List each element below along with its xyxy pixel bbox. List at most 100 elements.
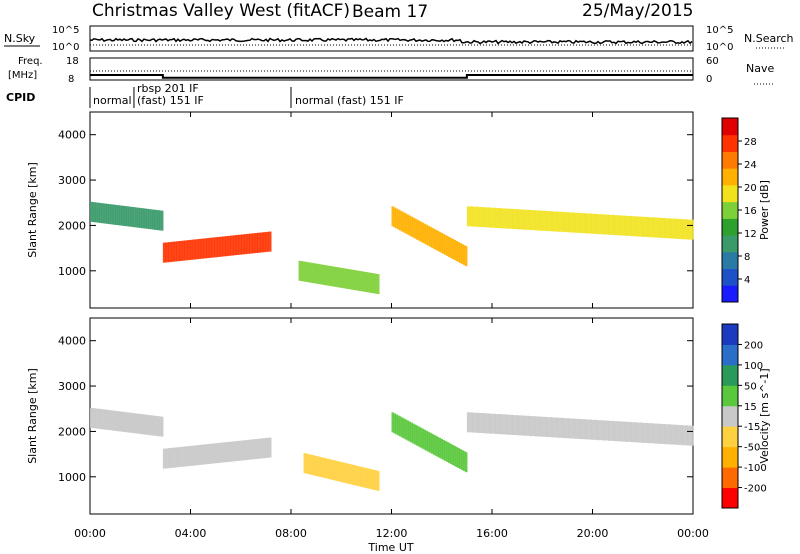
scatter-cell: [211, 237, 215, 258]
scatter-cell: [111, 204, 115, 225]
scatter-cell: [144, 208, 148, 229]
scatter-cell: [197, 238, 202, 259]
scatter-cell: [184, 240, 188, 261]
scatter-cell: [350, 269, 354, 290]
scatter-cell: [495, 208, 502, 229]
scatter-cell: [187, 446, 191, 467]
scatter-cell: [257, 438, 261, 459]
scatter-cell: [619, 215, 626, 236]
scatter-cell: [438, 231, 442, 252]
scatter-cell: [619, 421, 626, 442]
scatter-cell: [115, 204, 118, 225]
scatter-cell: [137, 413, 140, 434]
nsky-panel: [89, 25, 694, 52]
scatter-cell: [326, 265, 330, 286]
scatter-cell: [148, 209, 151, 230]
nave-tick-top: 60: [706, 56, 719, 67]
scatter-cell: [659, 423, 666, 444]
cpid-segment-label: normal (fast) 151 IF: [295, 94, 404, 107]
scatter-cell: [425, 430, 428, 451]
scatter-cell: [425, 224, 428, 245]
scatter-cell: [453, 240, 457, 261]
scatter-cell: [241, 440, 245, 461]
scatter-cell: [391, 412, 394, 433]
scatter-cell: [133, 413, 137, 434]
scatter-cell: [393, 207, 396, 228]
scatter-cell: [523, 415, 530, 436]
nsearch-tick-bottom: 10^0: [706, 42, 733, 53]
scatter-cell: [647, 423, 655, 444]
velocity-yticks: 1000 2000 3000 4000: [58, 335, 693, 484]
scatter-cell: [647, 217, 655, 238]
scatter-cell: [579, 419, 587, 440]
scatter-cell: [150, 209, 153, 230]
scatter-cell: [159, 416, 162, 437]
scatter-cell: [457, 242, 460, 263]
scatter-cell: [436, 230, 440, 251]
colorbar-swatch: [722, 168, 738, 186]
scatter-cell: [374, 273, 378, 294]
colorbar-tick-label: -200: [744, 484, 767, 495]
scatter-cell: [457, 448, 460, 469]
scatter-cell: [459, 449, 462, 470]
scatter-cell: [367, 468, 371, 489]
scatter-cell: [423, 429, 427, 450]
scatter-cell: [613, 215, 621, 236]
scatter-cell: [128, 206, 131, 227]
station-title: Christmas Valley West (fitACF): [92, 1, 350, 21]
scatter-cell: [358, 271, 362, 292]
scatter-cell: [412, 423, 415, 444]
scatter-cell: [195, 445, 199, 466]
nsky-trace: [89, 37, 693, 46]
scatter-cell: [130, 206, 133, 227]
scatter-cell: [99, 202, 102, 223]
scatter-cell: [442, 439, 445, 460]
colorbar-swatch: [722, 426, 738, 448]
scatter-cell: [432, 228, 436, 249]
scatter-cell: [676, 218, 683, 239]
scatter-cell: [500, 414, 508, 435]
scatter-cell: [318, 264, 322, 285]
colorbar-tick-label: 50: [744, 381, 757, 392]
scatter-cell: [100, 203, 104, 224]
scatter-cell: [495, 414, 502, 435]
colorbar-swatch: [722, 324, 738, 345]
scatter-cell: [400, 211, 404, 232]
scatter-cell: [557, 211, 564, 232]
scatter-cell: [328, 265, 332, 286]
scatter-cell: [151, 209, 155, 230]
scatter-cell: [372, 273, 376, 294]
scatter-cell: [307, 454, 310, 475]
scatter-cell: [362, 271, 366, 292]
x-tick-label: 00:00: [74, 527, 106, 540]
scatter-cell: [254, 439, 258, 460]
scatter-cell: [130, 412, 133, 433]
scatter-cell: [363, 467, 367, 488]
scatter-cell: [99, 408, 102, 429]
x-tick-label: 16:00: [476, 527, 508, 540]
scatter-cell: [176, 447, 180, 468]
scatter-cell: [440, 232, 443, 253]
scatter-cell: [265, 437, 269, 458]
scatter-cell: [144, 414, 148, 435]
scatter-cell: [206, 238, 210, 259]
scatter-cell: [141, 414, 144, 435]
scatter-cell: [354, 465, 357, 486]
scatter-cell: [222, 442, 226, 463]
scatter-cell: [126, 412, 129, 433]
scatter-cell: [630, 216, 638, 237]
scatter-cell: [104, 203, 107, 224]
colorbar-tick-label: 8: [744, 252, 750, 263]
scatter-cell: [489, 413, 496, 434]
scatter-cell: [681, 425, 688, 446]
scatter-cell: [189, 445, 194, 466]
scatter-cell: [179, 240, 183, 261]
scatter-cell: [192, 445, 196, 466]
scatter-cell: [455, 241, 459, 262]
freq-tick-bottom: 8: [68, 74, 74, 85]
colorbar-swatch: [722, 487, 738, 509]
scatter-cell: [348, 269, 352, 290]
date-label: 25/May/2015: [582, 1, 694, 21]
scatter-cell: [517, 415, 525, 436]
scatter-cell: [338, 267, 342, 288]
